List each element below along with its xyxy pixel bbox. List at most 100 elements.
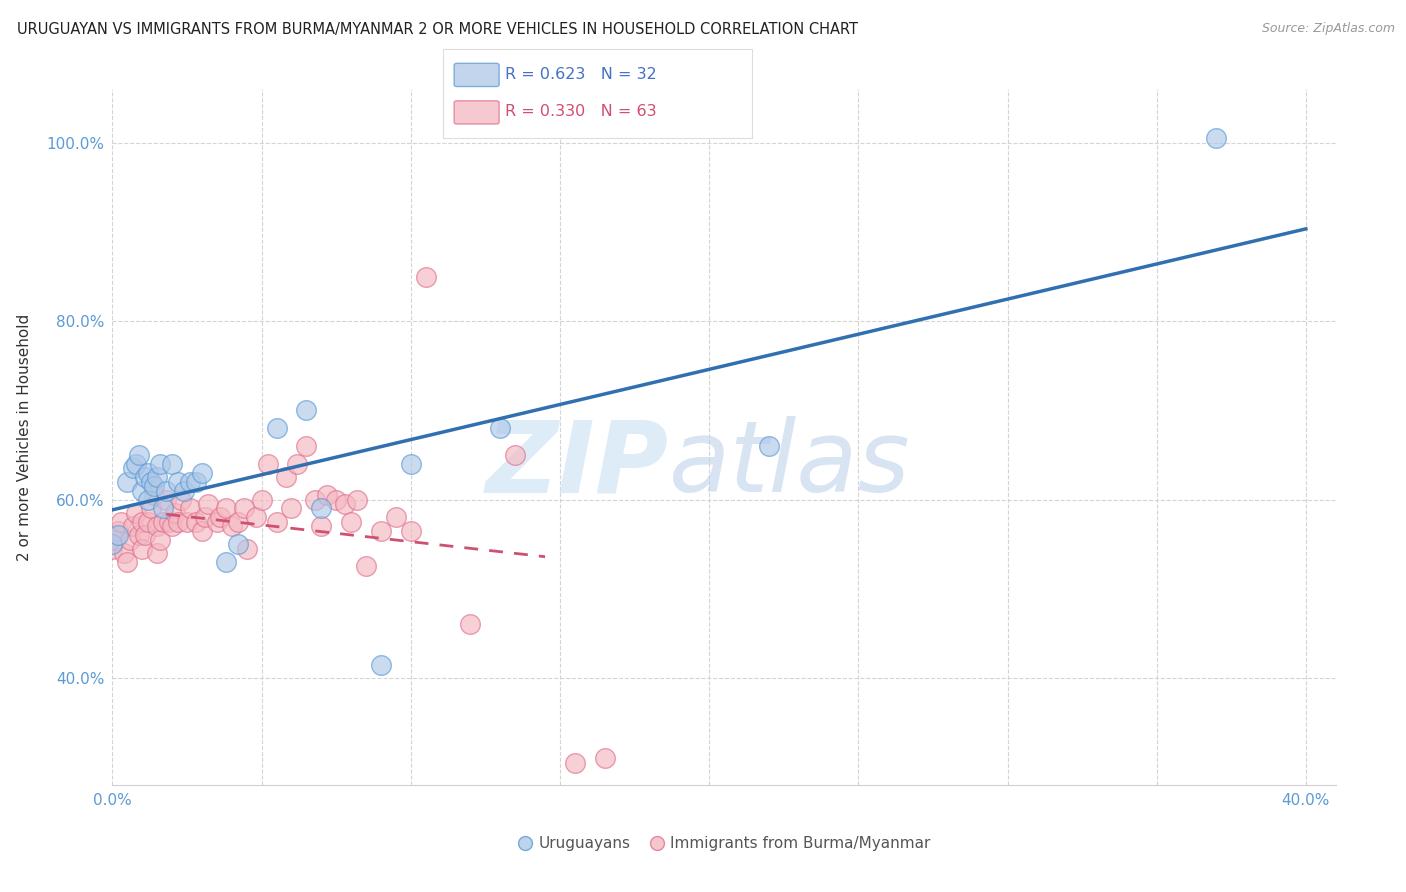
Point [287,457,309,471]
Point [155,492,177,507]
Point [370,657,392,672]
Point [399,457,422,471]
Point [131,515,153,529]
Point [245,510,267,524]
Point [128,528,150,542]
Point [250,492,273,507]
Point [385,510,408,524]
Point [232,501,254,516]
Point [226,537,249,551]
Text: R = 0.330   N = 63: R = 0.330 N = 63 [505,104,657,119]
Point [157,515,180,529]
Point [221,519,243,533]
Point [194,510,217,524]
Point [122,461,145,475]
Point [152,501,174,516]
Point [107,524,129,538]
Point [149,457,172,471]
Point [146,546,169,560]
Point [235,541,257,556]
Point [128,448,150,462]
Point [205,515,228,529]
Point [101,537,124,551]
Point [215,555,238,569]
Point [184,515,207,529]
Point [136,466,159,480]
Point [208,510,231,524]
Point [134,470,156,484]
Point [346,492,368,507]
Text: ZIP: ZIP [486,417,669,514]
Point [155,483,177,498]
Text: URUGUAYAN VS IMMIGRANTS FROM BURMA/MYANMAR 2 OR MORE VEHICLES IN HOUSEHOLD CORRE: URUGUAYAN VS IMMIGRANTS FROM BURMA/MYANM… [17,22,858,37]
Point [489,421,512,435]
Point [165,506,187,520]
Point [215,501,238,516]
Point [354,559,377,574]
Point [266,515,288,529]
Point [593,751,616,765]
Point [564,756,586,770]
Point [179,475,201,489]
Text: atlas: atlas [669,417,911,514]
Point [152,515,174,529]
Point [191,524,214,538]
Point [136,515,159,529]
Point [415,269,437,284]
Point [311,501,333,516]
Point [295,439,318,453]
Point [173,483,195,498]
Y-axis label: 2 or more Vehicles in Household: 2 or more Vehicles in Household [17,313,32,561]
Legend: Uruguayans, Immigrants from Burma/Myanmar: Uruguayans, Immigrants from Burma/Myanma… [512,830,936,857]
Point [125,506,148,520]
Point [184,475,207,489]
Point [146,470,169,484]
Point [1205,131,1227,145]
Point [143,488,166,502]
Point [280,501,302,516]
Point [125,457,148,471]
Point [191,466,214,480]
Point [167,515,190,529]
Point [101,541,124,556]
Point [179,501,201,516]
Point [170,492,193,507]
Point [107,528,129,542]
Point [146,519,169,533]
Point [266,421,288,435]
Point [160,457,183,471]
Point [295,403,318,417]
Point [226,515,249,529]
Point [160,519,183,533]
Point [256,457,278,471]
Point [131,483,153,498]
Point [311,519,333,533]
Point [104,533,127,547]
Point [176,515,198,529]
Point [197,497,219,511]
Point [325,492,347,507]
Point [335,497,357,511]
Point [399,524,422,538]
Point [503,448,526,462]
Point [340,515,363,529]
Point [143,479,166,493]
Point [112,546,135,560]
Point [141,475,163,489]
Text: Source: ZipAtlas.com: Source: ZipAtlas.com [1261,22,1395,36]
Point [136,492,159,507]
Point [117,475,139,489]
Point [120,533,142,547]
Point [110,515,132,529]
Point [134,528,156,542]
Point [460,617,482,632]
Text: R = 0.623   N = 32: R = 0.623 N = 32 [505,67,657,81]
Point [149,533,172,547]
Point [141,501,163,516]
Point [758,439,780,453]
Point [131,541,153,556]
Point [304,492,326,507]
Point [122,519,145,533]
Point [274,470,297,484]
Point [167,475,190,489]
